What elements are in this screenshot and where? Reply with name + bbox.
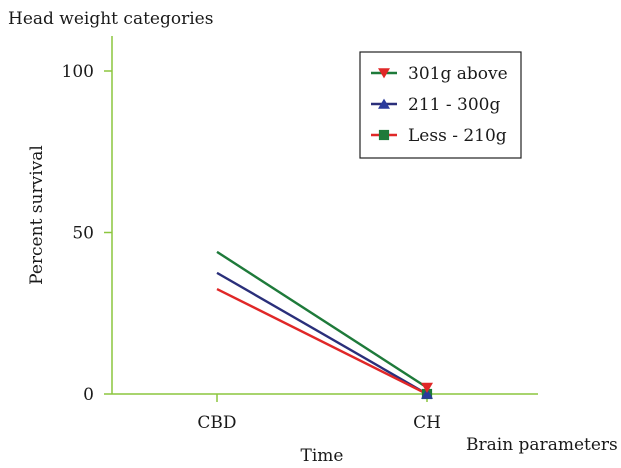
legend-label: 211 - 300g bbox=[408, 95, 500, 115]
y-tick-label: 100 bbox=[62, 62, 94, 82]
legend-label: Less - 210g bbox=[408, 126, 507, 146]
series-line-3 bbox=[216, 287, 428, 396]
legend-marker bbox=[378, 129, 390, 141]
legend-label: 301g above bbox=[408, 64, 508, 84]
x-extra-label: Brain parameters bbox=[466, 435, 618, 455]
legend: 301g above 211 - 300g Less - 210g bbox=[359, 51, 522, 159]
y-tick-label: 0 bbox=[83, 385, 94, 405]
y-ticks: 0 50 100 bbox=[62, 62, 112, 405]
data-point-2 bbox=[421, 388, 433, 399]
series-lines bbox=[216, 250, 428, 396]
legend-marker bbox=[378, 68, 390, 79]
x-tick-label: CH bbox=[413, 413, 441, 433]
x-ticks: CBD CH bbox=[197, 394, 441, 433]
series-line-1 bbox=[216, 250, 428, 389]
y-axis-label: Percent survival bbox=[27, 145, 47, 285]
series-markers bbox=[421, 382, 433, 400]
legend-marker bbox=[378, 98, 390, 109]
axes bbox=[111, 36, 538, 395]
x-axis-label: Time bbox=[301, 446, 344, 466]
y-tick-label: 50 bbox=[72, 224, 94, 244]
x-tick-label: CBD bbox=[197, 413, 236, 433]
data-point-1 bbox=[421, 382, 433, 393]
chart-title: Head weight categories bbox=[8, 9, 213, 29]
series-line-2 bbox=[216, 271, 428, 396]
